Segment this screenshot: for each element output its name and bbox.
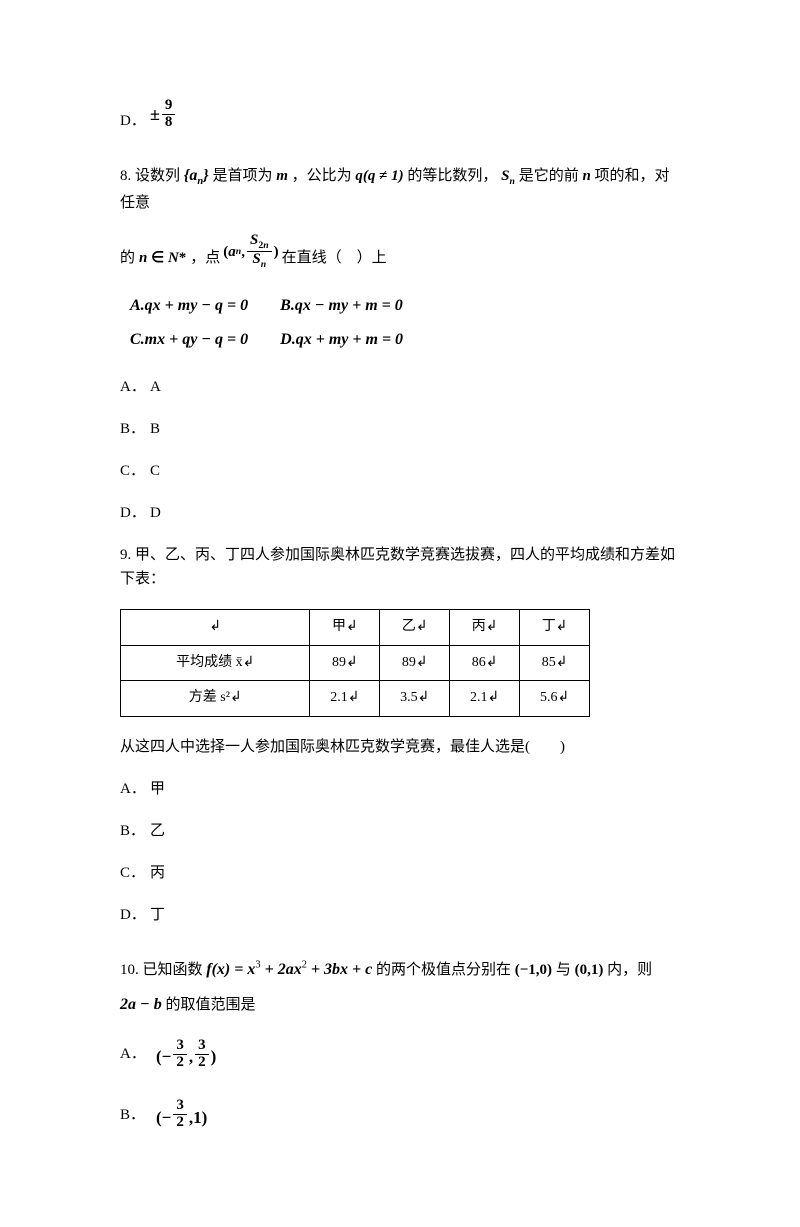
fx-expr: f(x) = x3 + 2ax2 + 3bx + c — [206, 961, 372, 978]
question-number: 8. — [120, 168, 131, 184]
eq-C: C.mx + qy − q = 0 — [130, 324, 278, 356]
fraction: 9 8 — [162, 98, 176, 131]
q8-stem-line2: 的 n ∈ N* ，点 (an, S2n Sn ) 在直线（ ）上 — [120, 233, 680, 270]
question-number: 10. — [120, 962, 139, 978]
q8-stem-line1: 8. 设数列 {an} 是首项为 m ，公比为 q(q ≠ 1) 的等比数列， … — [120, 163, 680, 215]
q-expr: q(q ≠ 1) — [355, 168, 403, 184]
plus-minus: ± — [150, 100, 160, 129]
q10-stem-line1: 10. 已知函数 f(x) = x3 + 2ax2 + 3bx + c 的两个极… — [120, 957, 680, 983]
q8-option-b: B．B — [120, 417, 680, 441]
interval1: (−1,0) — [515, 962, 552, 978]
question-number: 9. — [120, 547, 131, 563]
q8-option-d: D．D — [120, 501, 680, 525]
point-expr: (an, S2n Sn ) — [223, 233, 278, 270]
q7-option-d: D． ± 9 8 — [120, 95, 680, 133]
q8-option-c: C．C — [120, 459, 680, 483]
table-header-row: ↲ 甲↲ 乙↲ 丙↲ 丁↲ — [121, 610, 590, 645]
q9-option-d: D．丁 — [120, 903, 680, 927]
table-row: 平均成绩 x̄↲ 89↲ 89↲ 86↲ 85↲ — [121, 645, 590, 680]
q8-option-a: A．A — [120, 375, 680, 399]
q9-option-b: B．乙 — [120, 819, 680, 843]
n-in-nstar: n ∈ N* — [139, 246, 186, 270]
eq-B: B.qx − my + m = 0 — [280, 290, 433, 322]
var-m: m — [276, 168, 288, 184]
eq-A: A.qx + my − q = 0 — [130, 290, 278, 322]
Sn: Sn — [501, 168, 515, 184]
q9-stem: 9. 甲、乙、丙、丁四人参加国际奥林匹克数学竞赛选拔赛，四人的平均成绩和方差如下… — [120, 543, 680, 591]
q8-equation-grid: A.qx + my − q = 0 B.qx − my + m = 0 C.mx… — [128, 288, 435, 357]
var-n: n — [582, 168, 590, 184]
sequence-an: {an} — [184, 167, 209, 184]
option-label: D． — [120, 109, 150, 133]
q9-stem2: 从这四人中选择一人参加国际奥林匹克数学竞赛，最佳人选是( ) — [120, 735, 680, 759]
q9-option-c: C．丙 — [120, 861, 680, 885]
q10-option-b: B． (− 3 2 ,1) — [120, 1098, 680, 1131]
expr-2a-b: 2a − b — [120, 996, 162, 1013]
q10-stem-line2: 2a − b 的取值范围是 — [120, 992, 680, 1018]
interval2: (0,1) — [575, 962, 604, 978]
table-row: 方差 s²↲ 2.1↲ 3.5↲ 2.1↲ 5.6↲ — [121, 681, 590, 716]
eq-D: D.qx + my + m = 0 — [280, 324, 433, 356]
q10-option-a: A． (− 3 2 , 3 2 ) — [120, 1038, 680, 1071]
q9-table: ↲ 甲↲ 乙↲ 丙↲ 丁↲ 平均成绩 x̄↲ 89↲ 89↲ 86↲ 85↲ 方… — [120, 609, 590, 716]
q9-option-a: A．甲 — [120, 777, 680, 801]
